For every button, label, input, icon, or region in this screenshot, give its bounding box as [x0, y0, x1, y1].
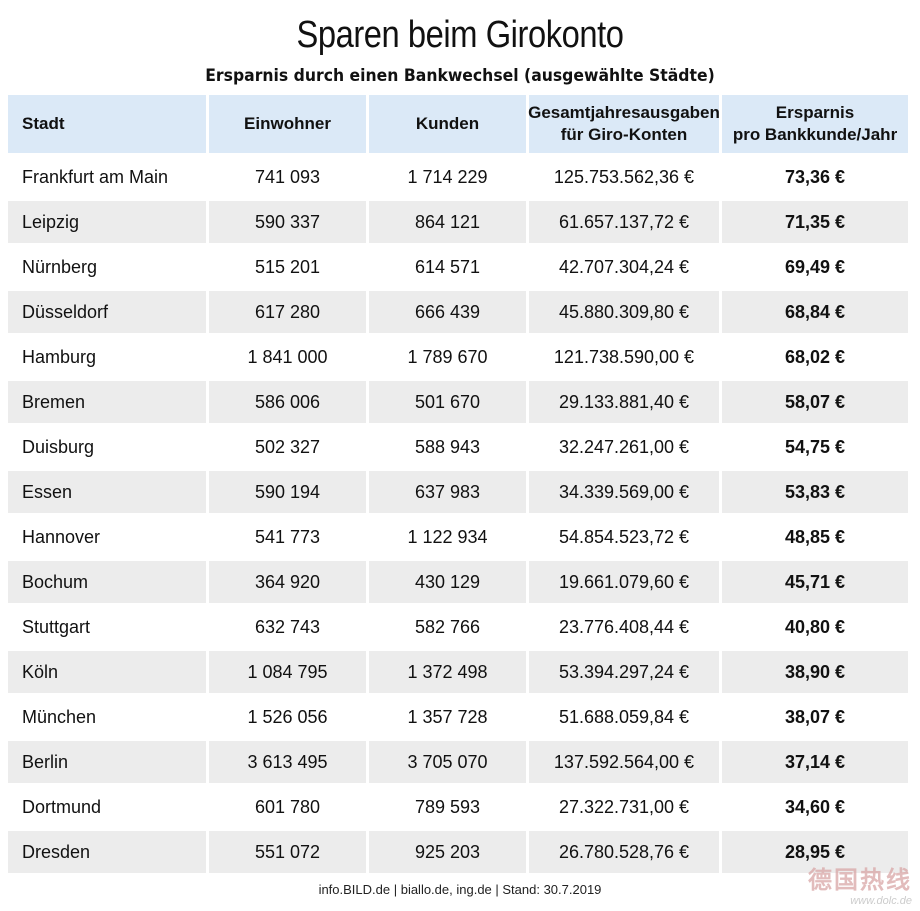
cell-gesamtjahresausgaben: 34.339.569,00 € [529, 471, 719, 513]
cell-stadt: Bremen [8, 381, 206, 423]
cell-kunden: 1 372 498 [369, 651, 526, 693]
cell-gesamtjahresausgaben: 125.753.562,36 € [529, 156, 719, 198]
cell-einwohner: 364 920 [209, 561, 366, 603]
cell-ersparnis: 28,95 € [722, 831, 908, 873]
cell-gesamtjahresausgaben: 137.592.564,00 € [529, 741, 719, 783]
cell-kunden: 3 705 070 [369, 741, 526, 783]
cell-stadt: Duisburg [8, 426, 206, 468]
cell-kunden: 1 357 728 [369, 696, 526, 738]
cell-ersparnis: 73,36 € [722, 156, 908, 198]
watermark-text: 德国热线 [808, 867, 912, 894]
cell-kunden: 666 439 [369, 291, 526, 333]
watermark-logo: 德国热线 www.dolc.de [808, 860, 912, 907]
cell-einwohner: 601 780 [209, 786, 366, 828]
cell-einwohner: 515 201 [209, 246, 366, 288]
cell-stadt: München [8, 696, 206, 738]
cell-einwohner: 617 280 [209, 291, 366, 333]
cell-einwohner: 590 337 [209, 201, 366, 243]
page-title: Sparen beim Girokonto [296, 14, 624, 56]
header-stadt-label: Stadt [22, 114, 65, 133]
cell-kunden: 1 789 670 [369, 336, 526, 378]
header-gesamtjahresausgaben-line1: Gesamtjahresausgaben [528, 103, 720, 122]
cell-ersparnis: 37,14 € [722, 741, 908, 783]
cell-stadt: Hannover [8, 516, 206, 558]
cell-kunden: 582 766 [369, 606, 526, 648]
cell-ersparnis: 53,83 € [722, 471, 908, 513]
cell-kunden: 864 121 [369, 201, 526, 243]
cell-kunden: 1 714 229 [369, 156, 526, 198]
cell-kunden: 789 593 [369, 786, 526, 828]
cell-einwohner: 551 072 [209, 831, 366, 873]
cell-kunden: 430 129 [369, 561, 526, 603]
cell-ersparnis: 48,85 € [722, 516, 908, 558]
cell-kunden: 588 943 [369, 426, 526, 468]
cell-stadt: Stuttgart [8, 606, 206, 648]
cell-stadt: Essen [8, 471, 206, 513]
cell-gesamtjahresausgaben: 27.322.731,00 € [529, 786, 719, 828]
cell-ersparnis: 69,49 € [722, 246, 908, 288]
cell-stadt: Bochum [8, 561, 206, 603]
header-gesamtjahresausgaben: Gesamtjahresausgaben für Giro-Konten [528, 95, 720, 153]
cell-gesamtjahresausgaben: 26.780.528,76 € [529, 831, 719, 873]
cell-stadt: Berlin [8, 741, 206, 783]
cell-einwohner: 632 743 [209, 606, 366, 648]
cell-gesamtjahresausgaben: 121.738.590,00 € [529, 336, 719, 378]
header-einwohner: Einwohner [209, 95, 366, 153]
cell-stadt: Dresden [8, 831, 206, 873]
cell-ersparnis: 54,75 € [722, 426, 908, 468]
header-kunden-label: Kunden [415, 114, 480, 133]
cell-kunden: 1 122 934 [369, 516, 526, 558]
cell-ersparnis: 38,07 € [722, 696, 908, 738]
header-ersparnis: Ersparnis pro Bankkunde/Jahr [722, 95, 908, 153]
cell-einwohner: 741 093 [209, 156, 366, 198]
cell-ersparnis: 40,80 € [722, 606, 908, 648]
cell-stadt: Leipzig [8, 201, 206, 243]
header-einwohner-label: Einwohner [244, 114, 331, 133]
cell-stadt: Dortmund [8, 786, 206, 828]
header-ersparnis-line2: pro Bankkunde/Jahr [732, 125, 898, 144]
cell-einwohner: 590 194 [209, 471, 366, 513]
cell-stadt: Frankfurt am Main [8, 156, 206, 198]
cell-ersparnis: 68,02 € [722, 336, 908, 378]
cell-einwohner: 1 526 056 [209, 696, 366, 738]
cell-ersparnis: 58,07 € [722, 381, 908, 423]
cell-gesamtjahresausgaben: 53.394.297,24 € [529, 651, 719, 693]
cell-ersparnis: 45,71 € [722, 561, 908, 603]
cell-ersparnis: 71,35 € [722, 201, 908, 243]
cell-gesamtjahresausgaben: 51.688.059,84 € [529, 696, 719, 738]
cell-gesamtjahresausgaben: 19.661.079,60 € [529, 561, 719, 603]
cell-stadt: Hamburg [8, 336, 206, 378]
cell-gesamtjahresausgaben: 32.247.261,00 € [529, 426, 719, 468]
cell-gesamtjahresausgaben: 54.854.523,72 € [529, 516, 719, 558]
cell-einwohner: 1 084 795 [209, 651, 366, 693]
source-footer: info.BILD.de | biallo.de, ing.de | Stand… [318, 882, 602, 897]
cell-einwohner: 3 613 495 [209, 741, 366, 783]
cell-stadt: Düsseldorf [8, 291, 206, 333]
cell-einwohner: 1 841 000 [209, 336, 366, 378]
cell-gesamtjahresausgaben: 45.880.309,80 € [529, 291, 719, 333]
cell-ersparnis: 68,84 € [722, 291, 908, 333]
cell-gesamtjahresausgaben: 42.707.304,24 € [529, 246, 719, 288]
header-ersparnis-line1: Ersparnis [775, 103, 855, 122]
cell-kunden: 501 670 [369, 381, 526, 423]
cell-einwohner: 502 327 [209, 426, 366, 468]
cell-einwohner: 541 773 [209, 516, 366, 558]
cell-einwohner: 586 006 [209, 381, 366, 423]
cell-kunden: 637 983 [369, 471, 526, 513]
cell-kunden: 614 571 [369, 246, 526, 288]
cell-kunden: 925 203 [369, 831, 526, 873]
watermark-url: www.dolc.de [850, 895, 912, 907]
savings-table: Stadt Einwohner Kunden Gesamtjahresausga… [8, 95, 908, 873]
cell-ersparnis: 38,90 € [722, 651, 908, 693]
cell-stadt: Nürnberg [8, 246, 206, 288]
header-kunden: Kunden [369, 95, 526, 153]
cell-gesamtjahresausgaben: 23.776.408,44 € [529, 606, 719, 648]
header-stadt: Stadt [8, 95, 206, 153]
cell-gesamtjahresausgaben: 61.657.137,72 € [529, 201, 719, 243]
cell-ersparnis: 34,60 € [722, 786, 908, 828]
page-subtitle: Ersparnis durch einen Bankwechsel (ausge… [205, 66, 715, 86]
header-gesamtjahresausgaben-line2: für Giro-Konten [560, 125, 688, 144]
cell-stadt: Köln [8, 651, 206, 693]
cell-gesamtjahresausgaben: 29.133.881,40 € [529, 381, 719, 423]
